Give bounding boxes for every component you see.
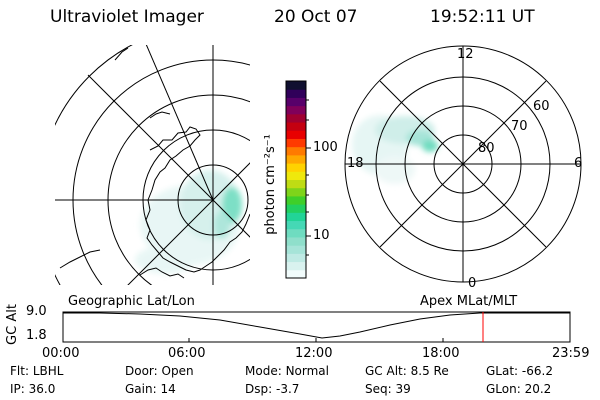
colorbar-swatch: [286, 236, 306, 246]
status-seq: Seq: 39: [365, 382, 411, 396]
altitude-xticks: [62, 311, 571, 343]
colorbar-swatch: [286, 253, 306, 263]
mlat-label-80: 80: [478, 141, 495, 156]
altitude-xtick: 18:00: [422, 346, 460, 361]
aurora-glow-right: [352, 115, 438, 184]
colorbar-swatch: [286, 146, 306, 156]
mlat-label-70: 70: [511, 119, 528, 134]
status-mode: Mode: Normal: [245, 364, 329, 378]
status-gain: Gain: 14: [125, 382, 176, 396]
date-label: 20 Oct 07: [274, 7, 358, 27]
status-ip: IP: 36.0: [10, 382, 56, 396]
status-glat: GLat: -66.2: [486, 364, 553, 378]
colorbar-swatch: [286, 122, 306, 131]
colorbar-swatch: [286, 187, 306, 197]
altitude-xtick: 23:59: [552, 346, 590, 361]
colorbar-swatch: [286, 97, 306, 107]
altitude-ytick-high: 9.0: [26, 304, 47, 319]
aurora-glow-left: [135, 170, 242, 274]
colorbar-ticks: [306, 99, 311, 256]
colorbar-swatch: [286, 89, 306, 98]
colorbar-unit-label: photon cm⁻²s⁻¹: [262, 134, 278, 235]
colorbar-swatch: [286, 220, 306, 230]
colorbar-swatch: [286, 113, 306, 123]
altitude-xtick: 06:00: [168, 346, 206, 361]
instrument-title: Ultraviolet Imager: [50, 7, 204, 27]
colorbar-swatch: [286, 171, 306, 180]
geographic-map-label: Geographic Lat/Lon: [68, 294, 195, 309]
colorbar-swatch: [286, 138, 306, 148]
altitude-ylabel: GC Alt: [4, 304, 20, 345]
mlat-label-60: 60: [533, 99, 550, 114]
magnetic-map-label: Apex MLat/MLT: [420, 294, 518, 309]
colorbar-swatch: [286, 163, 306, 172]
coastline: [145, 126, 250, 273]
colorbar-frame: [285, 80, 307, 279]
status-filter: Flt: LBHL: [10, 364, 64, 378]
colorbar-swatch: [286, 130, 306, 139]
colorbar-swatch: [286, 269, 306, 279]
colorbar-swatch: [286, 195, 306, 205]
colorbar-swatch: [286, 261, 306, 271]
altitude-xtick: 00:00: [42, 346, 80, 361]
mlt-label-0: 0: [468, 276, 477, 291]
mlt-label-12: 12: [457, 47, 474, 62]
colorbar-tick-100: 100: [313, 140, 338, 155]
colorbar-tick-10: 10: [313, 228, 330, 243]
geographic-map: [55, 45, 250, 285]
colorbar-swatch: [286, 245, 306, 254]
colorbar-swatch: [286, 204, 306, 213]
colorbar-swatch: [286, 179, 306, 189]
colorbar-swatch: [286, 81, 306, 90]
altitude-ytick-low: 1.8: [26, 328, 47, 343]
status-door: Door: Open: [125, 364, 194, 378]
status-dsp: Dsp: -3.7: [245, 382, 300, 396]
altitude-xtick: 12:00: [295, 346, 333, 361]
altitude-plot: [62, 311, 571, 343]
colorbar-swatch: [286, 154, 306, 164]
colorbar: [286, 81, 306, 279]
colorbar-swatch: [286, 228, 306, 238]
magnetic-polar-plot: [344, 45, 582, 283]
altitude-curve: [63, 312, 570, 339]
status-glon: GLon: 20.2: [486, 382, 552, 396]
colorbar-swatch: [286, 105, 306, 115]
time-label: 19:52:11 UT: [430, 7, 535, 27]
mlt-label-18: 18: [347, 156, 364, 171]
mlt-label-6: 6: [574, 156, 583, 171]
meridians: [55, 45, 250, 285]
status-gc-alt: GC Alt: 8.5 Re: [365, 364, 449, 378]
colorbar-swatch: [286, 212, 306, 222]
